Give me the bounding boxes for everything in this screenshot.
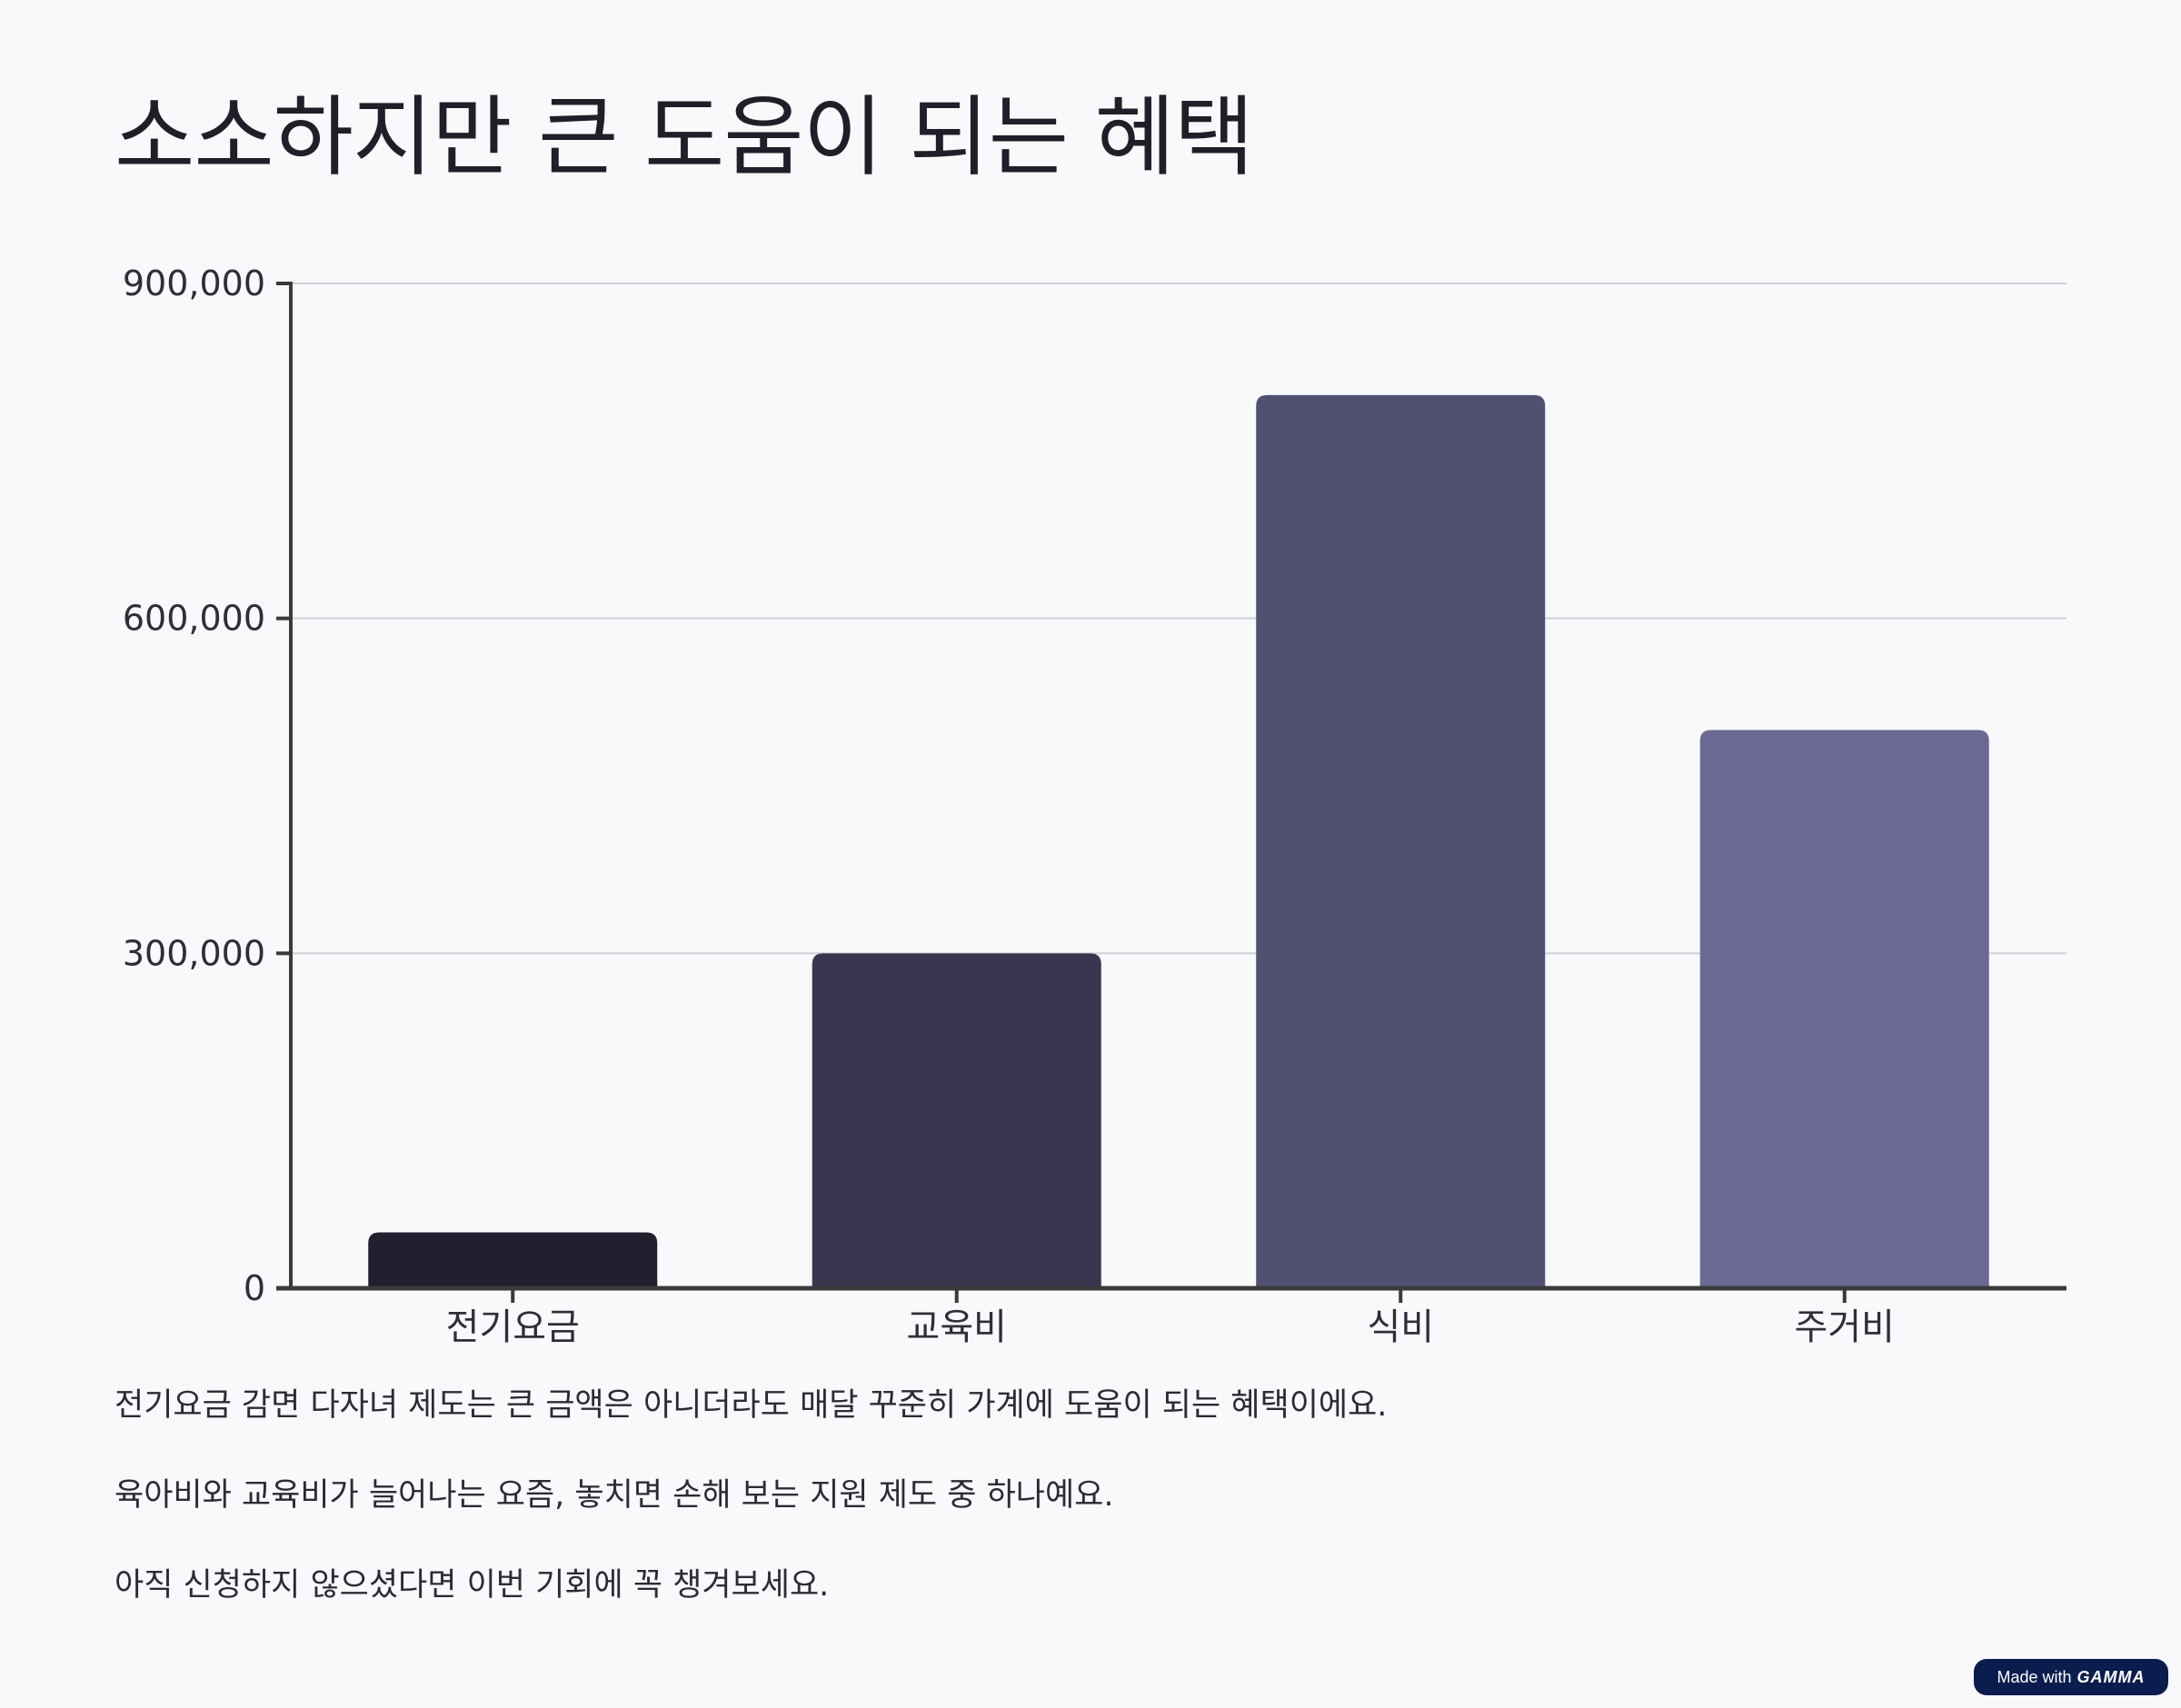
bar-chart: 0 300,000 600,000 900,000 전기요금 교육비 식비 주거비: [123, 263, 2066, 1348]
y-tick-label: 0: [244, 1268, 265, 1308]
paragraph-3: 아직 신청하지 않으셨다면 이번 기회에 꼭 챙겨보세요.: [115, 1567, 830, 1604]
x-tick-label: 교육비: [907, 1306, 1007, 1348]
bar-3: [1256, 394, 1546, 1288]
y-tick-label: 600,000: [123, 599, 265, 639]
bar-4: [1699, 730, 1989, 1288]
x-tick-label: 식비: [1367, 1306, 1434, 1348]
x-tick-label: 주거비: [1795, 1306, 1895, 1348]
bar-2: [812, 953, 1101, 1288]
y-tick-label: 300,000: [123, 933, 265, 973]
bar-1: [368, 1232, 658, 1288]
badge-brand-logo: GAMMA: [2076, 1667, 2146, 1686]
badge-prefix: Made with: [1997, 1667, 2072, 1686]
slide-title: 소소하지만 큰 도움이 되는 혜택: [115, 86, 1254, 188]
y-tick-label: 900,000: [123, 263, 265, 303]
body-text: 전기요금 감면 다자녀 제도는 큰 금액은 아니더라도 매달 꾸준히 가계에 도…: [115, 1385, 2068, 1655]
made-with-gamma-badge[interactable]: Made with GAMMA: [1974, 1659, 2168, 1695]
paragraph-2: 육아비와 교육비가 늘어나는 요즘, 놓치면 손해 보는 지원 제도 중 하나예…: [115, 1477, 1114, 1514]
x-tick-label: 전기요금: [446, 1306, 580, 1348]
paragraph-1: 전기요금 감면 다자녀 제도는 큰 금액은 아니더라도 매달 꾸준히 가계에 도…: [115, 1387, 1388, 1424]
